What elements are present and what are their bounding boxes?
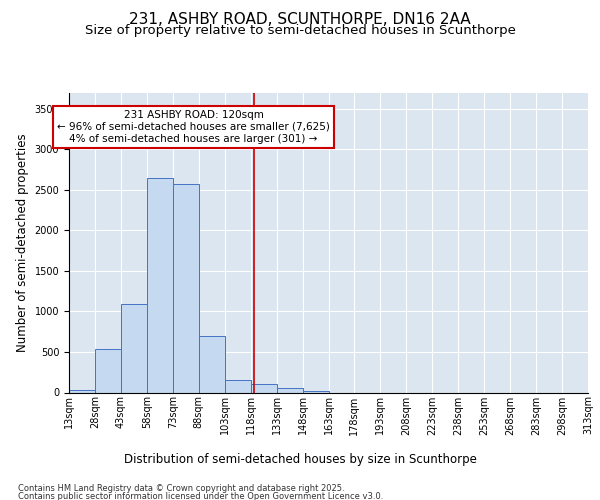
Text: Contains HM Land Registry data © Crown copyright and database right 2025.: Contains HM Land Registry data © Crown c… xyxy=(18,484,344,493)
Bar xyxy=(251,384,277,392)
Bar xyxy=(225,380,251,392)
Bar xyxy=(147,178,173,392)
Text: 231 ASHBY ROAD: 120sqm
← 96% of semi-detached houses are smaller (7,625)
4% of s: 231 ASHBY ROAD: 120sqm ← 96% of semi-det… xyxy=(57,110,330,144)
Bar xyxy=(199,336,224,392)
Text: Contains public sector information licensed under the Open Government Licence v3: Contains public sector information licen… xyxy=(18,492,383,500)
Text: Size of property relative to semi-detached houses in Scunthorpe: Size of property relative to semi-detach… xyxy=(85,24,515,37)
Bar xyxy=(69,390,95,392)
Text: Distribution of semi-detached houses by size in Scunthorpe: Distribution of semi-detached houses by … xyxy=(124,452,476,466)
Bar xyxy=(95,348,121,393)
Text: 231, ASHBY ROAD, SCUNTHORPE, DN16 2AA: 231, ASHBY ROAD, SCUNTHORPE, DN16 2AA xyxy=(129,12,471,28)
Bar xyxy=(121,304,147,392)
Bar xyxy=(302,391,329,392)
Bar xyxy=(277,388,302,392)
Y-axis label: Number of semi-detached properties: Number of semi-detached properties xyxy=(16,133,29,352)
Bar xyxy=(173,184,199,392)
